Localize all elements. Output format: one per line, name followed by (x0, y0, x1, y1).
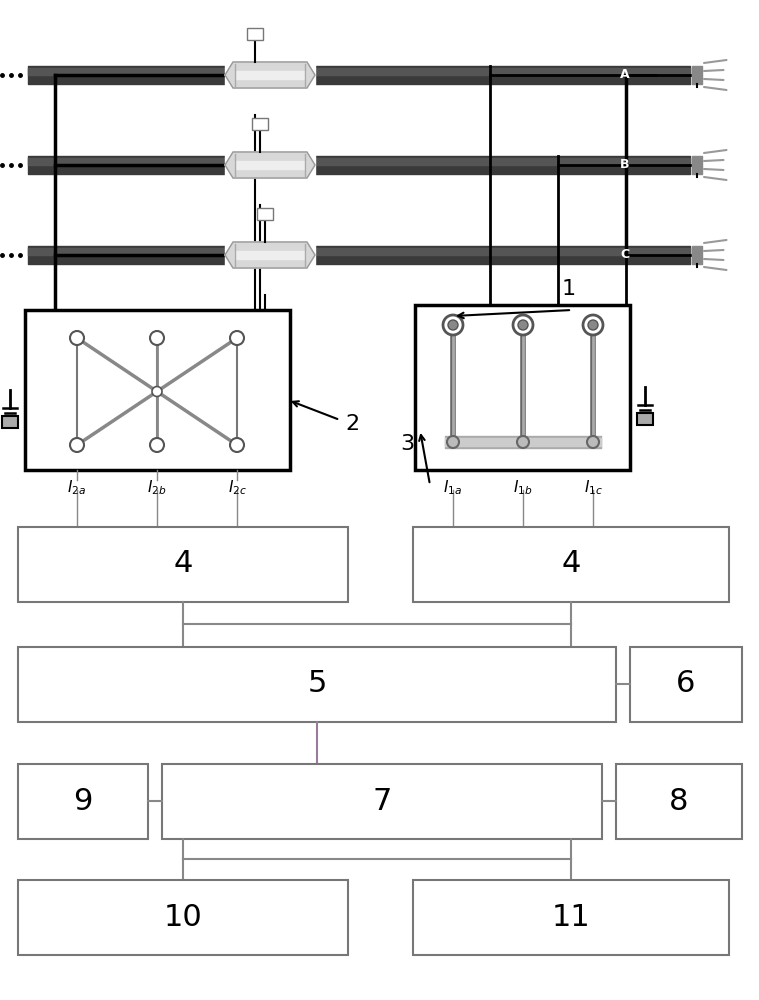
Text: 8: 8 (669, 786, 688, 816)
Circle shape (448, 320, 458, 330)
Text: A: A (620, 68, 630, 82)
Circle shape (70, 438, 84, 452)
Bar (637, 413, 653, 425)
Circle shape (583, 315, 603, 335)
Text: 7: 7 (373, 786, 392, 816)
Text: 5: 5 (307, 670, 326, 698)
Bar (257, 208, 273, 220)
Circle shape (517, 436, 529, 448)
Bar (2, 416, 18, 428)
Polygon shape (225, 152, 315, 178)
Text: B: B (620, 158, 630, 172)
Circle shape (513, 315, 533, 335)
Text: $I_{1b}$: $I_{1b}$ (513, 479, 533, 497)
Circle shape (443, 315, 463, 335)
Bar (18, 527, 348, 602)
Circle shape (587, 436, 599, 448)
Bar (25, 310, 290, 470)
Polygon shape (225, 242, 315, 268)
Text: 3: 3 (400, 434, 414, 454)
Text: $I_{1c}$: $I_{1c}$ (584, 479, 603, 497)
Text: 6: 6 (676, 670, 696, 698)
Text: $I_{2a}$: $I_{2a}$ (68, 479, 87, 497)
Bar (630, 647, 742, 722)
Bar (252, 118, 268, 130)
Text: 2: 2 (345, 414, 359, 434)
Bar (162, 764, 602, 839)
Circle shape (152, 386, 162, 396)
Circle shape (230, 331, 244, 345)
Text: 10: 10 (164, 902, 203, 932)
Text: $I_{1a}$: $I_{1a}$ (443, 479, 462, 497)
Text: $I_{2c}$: $I_{2c}$ (228, 479, 247, 497)
Text: $I_{2b}$: $I_{2b}$ (147, 479, 167, 497)
Bar (413, 880, 729, 955)
Bar (616, 764, 742, 839)
Text: 11: 11 (552, 902, 591, 932)
Bar (18, 647, 616, 722)
Text: C: C (620, 248, 629, 261)
Circle shape (518, 320, 528, 330)
Bar (18, 764, 148, 839)
Bar (18, 880, 348, 955)
Text: 9: 9 (74, 786, 93, 816)
Bar (247, 28, 263, 40)
Circle shape (150, 438, 164, 452)
Polygon shape (225, 62, 315, 88)
Circle shape (70, 331, 84, 345)
Text: 4: 4 (173, 550, 193, 578)
Circle shape (447, 436, 459, 448)
Circle shape (588, 320, 598, 330)
Text: 1: 1 (562, 279, 576, 299)
Bar (415, 305, 630, 470)
Text: 4: 4 (562, 550, 581, 578)
Circle shape (150, 331, 164, 345)
Bar (413, 527, 729, 602)
Circle shape (230, 438, 244, 452)
